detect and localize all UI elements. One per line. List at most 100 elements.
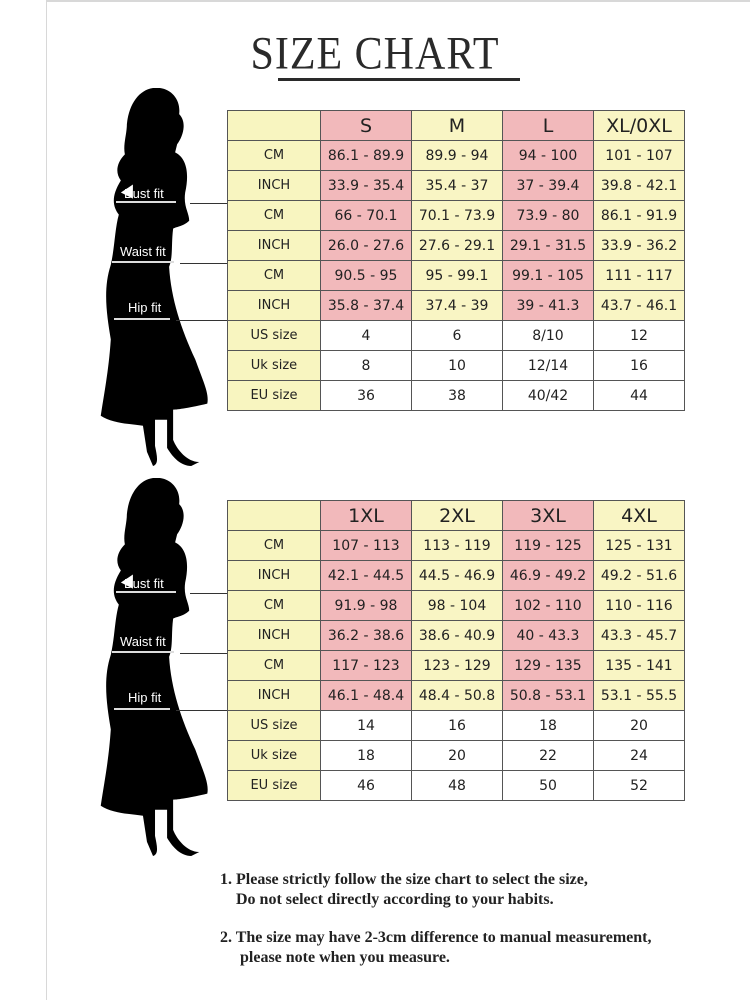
hip-fit-label: Hip fit bbox=[128, 690, 162, 705]
table-cell: 16 bbox=[411, 710, 503, 741]
waist-underline bbox=[112, 651, 174, 653]
size-header: 3XL bbox=[502, 500, 594, 531]
table-cell: 36 bbox=[320, 380, 412, 411]
table-cell: 99.1 - 105 bbox=[502, 260, 594, 291]
table-cell: 49.2 - 51.6 bbox=[593, 560, 685, 591]
table-cell: 40/42 bbox=[502, 380, 594, 411]
table-row: US size 14 16 18 20 bbox=[227, 710, 685, 741]
row-label: CM bbox=[227, 590, 321, 621]
table-cell: 16 bbox=[593, 350, 685, 381]
table-cell: 70.1 - 73.9 bbox=[411, 200, 503, 231]
row-label: US size bbox=[227, 710, 321, 741]
table-cell: 10 bbox=[411, 350, 503, 381]
title-underline bbox=[278, 78, 520, 81]
table-row: US size 4 6 8/10 12 bbox=[227, 320, 685, 351]
row-label: INCH bbox=[227, 560, 321, 591]
note-1: 1. Please strictly follow the size chart… bbox=[220, 870, 588, 910]
table-cell: 20 bbox=[593, 710, 685, 741]
table-cell: 22 bbox=[502, 740, 594, 771]
table-cell: 91.9 - 98 bbox=[320, 590, 412, 621]
table-cell: 119 - 125 bbox=[502, 530, 594, 561]
table-cell: 26.0 - 27.6 bbox=[320, 230, 412, 261]
table-cell: 107 - 113 bbox=[320, 530, 412, 561]
hip-fit-label: Hip fit bbox=[128, 300, 162, 315]
table-cell: 8/10 bbox=[502, 320, 594, 351]
waist-fit-label: Waist fit bbox=[120, 244, 166, 259]
table-cell: 35.4 - 37 bbox=[411, 170, 503, 201]
table-cell: 48 bbox=[411, 770, 503, 801]
table-cell: 46 bbox=[320, 770, 412, 801]
table-cell: 135 - 141 bbox=[593, 650, 685, 681]
table-row: EU size 46 48 50 52 bbox=[227, 770, 685, 801]
table-cell: 38 bbox=[411, 380, 503, 411]
row-label: EU size bbox=[227, 380, 321, 411]
table-cell: 38.6 - 40.9 bbox=[411, 620, 503, 651]
size-table-1: S M L XL/0XL CM 86.1 - 89.9 89.9 - 94 94 - 100 1… bbox=[227, 110, 685, 411]
table-cell: 66 - 70.1 bbox=[320, 200, 412, 231]
size-header-row: S M L XL/0XL bbox=[227, 110, 685, 141]
table-cell: 44 bbox=[593, 380, 685, 411]
bust-fit-label: Bust fit bbox=[124, 576, 164, 591]
table-row: Uk size 8 10 12/14 16 bbox=[227, 350, 685, 381]
row-label: CM bbox=[227, 200, 321, 231]
table-row: INCH 36.2 - 38.6 38.6 - 40.9 40 - 43.3 43.3 … bbox=[227, 620, 685, 651]
size-header: XL/0XL bbox=[593, 110, 685, 141]
corner-cell bbox=[227, 500, 321, 531]
table-cell: 29.1 - 31.5 bbox=[502, 230, 594, 261]
hip-underline bbox=[114, 708, 170, 710]
table-cell: 50.8 - 53.1 bbox=[502, 680, 594, 711]
table-cell: 35.8 - 37.4 bbox=[320, 290, 412, 321]
table-cell: 8 bbox=[320, 350, 412, 381]
table-row: CM 117 - 123 123 - 129 129 - 135 135 - 141 bbox=[227, 650, 685, 681]
row-label: Uk size bbox=[227, 350, 321, 381]
table-row: INCH 35.8 - 37.4 37.4 - 39 39 - 41.3 43.7 - … bbox=[227, 290, 685, 321]
table-cell: 86.1 - 91.9 bbox=[593, 200, 685, 231]
table-cell: 33.9 - 35.4 bbox=[320, 170, 412, 201]
corner-cell bbox=[227, 110, 321, 141]
table-cell: 111 - 117 bbox=[593, 260, 685, 291]
table-cell: 48.4 - 50.8 bbox=[411, 680, 503, 711]
row-label: CM bbox=[227, 260, 321, 291]
table-row: CM 90.5 - 95 95 - 99.1 99.1 - 105 111 - 117 bbox=[227, 260, 685, 291]
table-cell: 39.8 - 42.1 bbox=[593, 170, 685, 201]
table-cell: 40 - 43.3 bbox=[502, 620, 594, 651]
size-header: 1XL bbox=[320, 500, 412, 531]
row-label: CM bbox=[227, 140, 321, 171]
table-cell: 50 bbox=[502, 770, 594, 801]
table-cell: 6 bbox=[411, 320, 503, 351]
waist-underline bbox=[112, 261, 174, 263]
table-row: CM 91.9 - 98 98 - 104 102 - 110 110 - 116 bbox=[227, 590, 685, 621]
size-header: 2XL bbox=[411, 500, 503, 531]
table-cell: 117 - 123 bbox=[320, 650, 412, 681]
table-cell: 90.5 - 95 bbox=[320, 260, 412, 291]
table-cell: 37 - 39.4 bbox=[502, 170, 594, 201]
table-cell: 89.9 - 94 bbox=[411, 140, 503, 171]
bust-fit-label: Bust fit bbox=[124, 186, 164, 201]
woman-silhouette-icon bbox=[100, 478, 208, 856]
table-cell: 18 bbox=[502, 710, 594, 741]
row-label: CM bbox=[227, 650, 321, 681]
table-cell: 129 - 135 bbox=[502, 650, 594, 681]
table-row: INCH 42.1 - 44.5 44.5 - 46.9 46.9 - 49.2 49.… bbox=[227, 560, 685, 591]
hip-pointer-line bbox=[176, 710, 227, 711]
table-cell: 125 - 131 bbox=[593, 530, 685, 561]
bust-pointer-line bbox=[190, 203, 227, 204]
row-label: INCH bbox=[227, 620, 321, 651]
table-cell: 20 bbox=[411, 740, 503, 771]
table-cell: 12/14 bbox=[502, 350, 594, 381]
table-cell: 101 - 107 bbox=[593, 140, 685, 171]
table-cell: 43.3 - 45.7 bbox=[593, 620, 685, 651]
size-header: L bbox=[502, 110, 594, 141]
table-row: EU size 36 38 40/42 44 bbox=[227, 380, 685, 411]
table-cell: 27.6 - 29.1 bbox=[411, 230, 503, 261]
row-label: INCH bbox=[227, 680, 321, 711]
row-label: INCH bbox=[227, 290, 321, 321]
bust-underline bbox=[116, 201, 176, 203]
table-cell: 86.1 - 89.9 bbox=[320, 140, 412, 171]
table-row: INCH 26.0 - 27.6 27.6 - 29.1 29.1 - 31.5 33.… bbox=[227, 230, 685, 261]
table-cell: 113 - 119 bbox=[411, 530, 503, 561]
row-label: EU size bbox=[227, 770, 321, 801]
bust-pointer-line bbox=[190, 593, 227, 594]
table-cell: 39 - 41.3 bbox=[502, 290, 594, 321]
table-cell: 44.5 - 46.9 bbox=[411, 560, 503, 591]
